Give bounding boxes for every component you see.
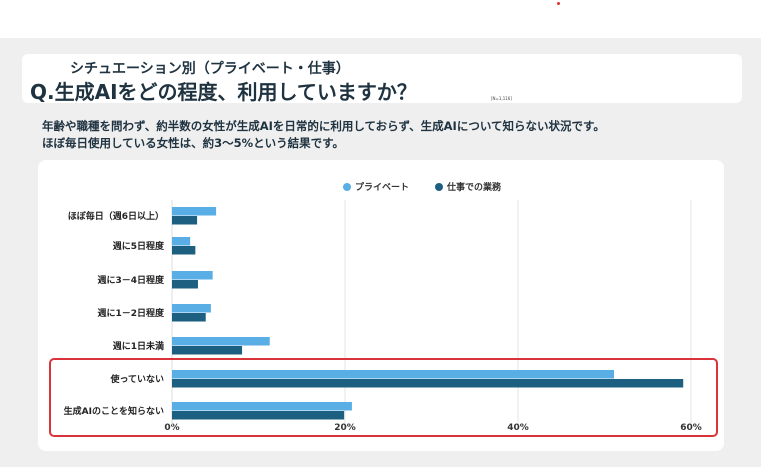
bar-work bbox=[172, 280, 198, 289]
bar-private bbox=[172, 402, 352, 411]
x-tick-label: 0% bbox=[164, 423, 179, 433]
x-tick-label: 40% bbox=[507, 423, 529, 433]
red-dot bbox=[557, 2, 560, 5]
bar-private bbox=[172, 207, 217, 216]
bar-work bbox=[172, 379, 684, 388]
chart-card bbox=[38, 160, 724, 451]
bar-private bbox=[172, 237, 191, 246]
bar-private bbox=[172, 271, 213, 280]
description-line: ほぼ毎日使用している女性は、約3〜5%という結果です。 bbox=[42, 136, 345, 150]
bar-work bbox=[172, 246, 196, 255]
title-card bbox=[22, 54, 742, 103]
bar-work bbox=[172, 411, 345, 420]
legend-label: プライベート bbox=[355, 181, 409, 193]
legend-marker bbox=[343, 183, 351, 191]
bar-work bbox=[172, 313, 206, 322]
category-label: 週に1－2日程度 bbox=[97, 307, 165, 319]
category-label: 使っていない bbox=[109, 373, 164, 385]
bar-work bbox=[172, 216, 198, 225]
bar-private bbox=[172, 337, 270, 346]
category-label: 週に3－4日程度 bbox=[97, 274, 165, 286]
highlight-box bbox=[49, 358, 718, 437]
legend-marker bbox=[435, 183, 443, 191]
category-label: 生成AIのことを知らない bbox=[64, 405, 164, 417]
category-label: ほぼ毎日（週6日以上） bbox=[68, 210, 164, 222]
x-tick-label: 20% bbox=[334, 423, 356, 433]
x-tick-label: 60% bbox=[680, 423, 702, 433]
bar-private bbox=[172, 304, 211, 313]
description: 年齢や職種を問わず、約半数の女性が生成AIを日常的に利用しておらず、生成AIにつ… bbox=[42, 118, 605, 152]
subtitle: シチュエーション別（プライベート・仕事） bbox=[70, 61, 350, 77]
category-label: 週に1日未満 bbox=[113, 340, 164, 352]
description-line: 年齢や職種を問わず、約半数の女性が生成AIを日常的に利用しておらず、生成AIにつ… bbox=[42, 119, 605, 133]
bar-work bbox=[172, 346, 243, 355]
category-label: 週に5日程度 bbox=[113, 240, 165, 252]
legend-label: 仕事での業務 bbox=[446, 181, 502, 193]
sample-size: [N=1,116] bbox=[491, 96, 512, 101]
bar-private bbox=[172, 370, 615, 379]
page-title: Q.生成AIをどの程度、利用していますか？ bbox=[30, 80, 417, 104]
